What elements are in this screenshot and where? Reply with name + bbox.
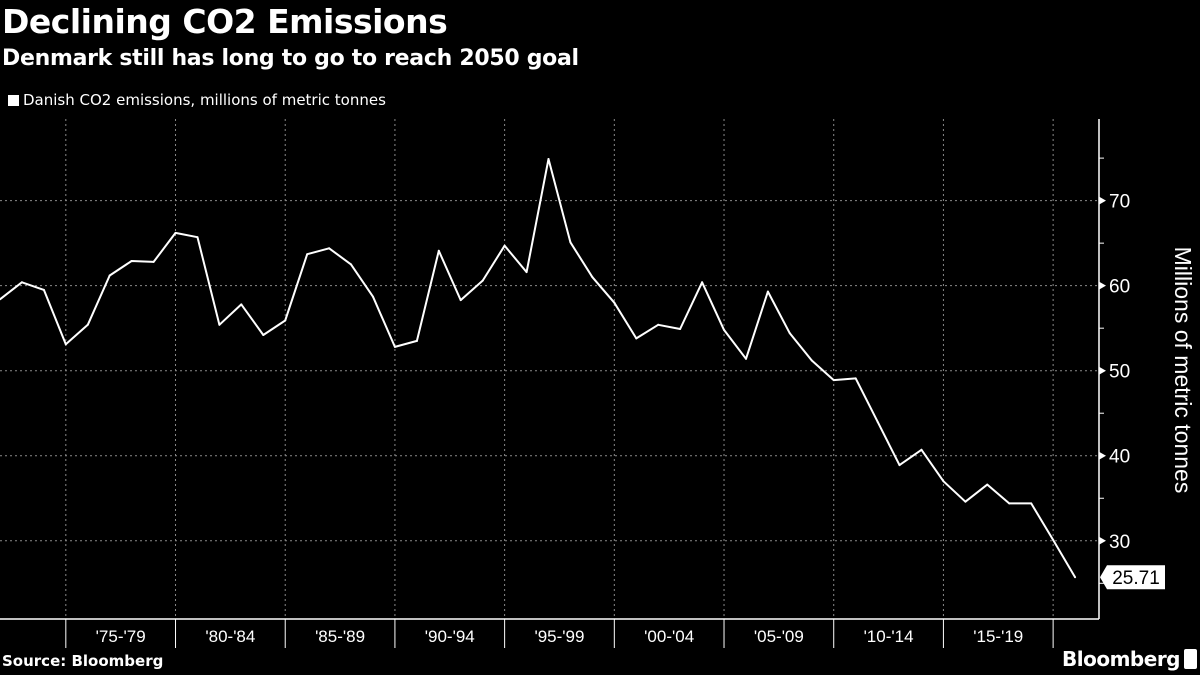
data-point [415, 339, 418, 342]
data-point [459, 299, 462, 302]
data-point [306, 253, 309, 256]
data-point [854, 377, 857, 380]
data-point [130, 260, 133, 263]
data-point [20, 281, 23, 284]
data-point [898, 464, 901, 467]
data-point [262, 333, 265, 336]
data-point [810, 359, 813, 362]
data-point [240, 303, 243, 306]
legend: Danish CO2 emissions, millions of metric… [8, 91, 386, 109]
data-point [152, 260, 155, 263]
x-tick-label: '95-'99 [534, 627, 584, 646]
data-point [437, 249, 440, 252]
data-point [1074, 576, 1077, 579]
data-point [942, 480, 945, 483]
x-tick-label: '90-'94 [425, 627, 475, 646]
last-value-label: 25.71 [1112, 568, 1160, 589]
data-point [284, 319, 287, 322]
data-point [788, 332, 791, 335]
data-point [701, 281, 704, 284]
data-point [1008, 502, 1011, 505]
data-point [42, 288, 45, 291]
data-point [876, 420, 879, 423]
data-point [350, 263, 353, 266]
legend-swatch [8, 94, 19, 106]
data-point [64, 343, 67, 346]
x-tick-label: '85-'89 [315, 627, 365, 646]
data-point [723, 328, 726, 331]
y-axis-label: Millions of metric tonnes [1170, 247, 1196, 494]
data-point [1030, 502, 1033, 505]
data-point [393, 345, 396, 348]
data-point [920, 448, 923, 451]
data-point [591, 276, 594, 279]
data-point [174, 231, 177, 234]
data-point [613, 301, 616, 304]
x-tick-label: '00-'04 [644, 627, 694, 646]
y-tick-mark [1099, 366, 1106, 375]
y-tick-mark [1099, 196, 1106, 205]
x-tick-label: '75-'79 [96, 627, 146, 646]
data-point [657, 323, 660, 326]
data-point [503, 244, 506, 247]
x-tick-label: '10-'14 [864, 627, 914, 646]
data-point [481, 279, 484, 282]
data-point [0, 298, 1, 301]
y-tick-mark [1099, 451, 1106, 460]
bloomberg-icon [1184, 649, 1197, 669]
x-tick-label: '15-'19 [973, 627, 1023, 646]
y-tick-mark [1099, 536, 1106, 545]
x-tick-label: '80-'84 [205, 627, 255, 646]
source-note: Source: Bloomberg [2, 652, 164, 670]
y-tick-label: 60 [1109, 277, 1130, 298]
y-tick-label: 50 [1109, 362, 1130, 383]
series-line [0, 158, 1076, 578]
data-point [679, 328, 682, 331]
data-point [328, 247, 331, 250]
y-tick-label: 70 [1109, 192, 1130, 213]
data-point [196, 236, 199, 239]
brand-logo: Bloomberg [1062, 647, 1180, 671]
y-tick-mark [1099, 281, 1106, 290]
data-point [1052, 538, 1055, 541]
data-point [525, 271, 528, 274]
data-point [569, 241, 572, 244]
data-point [832, 379, 835, 382]
data-point [108, 274, 111, 277]
y-tick-label: 30 [1109, 532, 1130, 553]
legend-label: Danish CO2 emissions, millions of metric… [23, 91, 386, 109]
last-value-badge [1100, 565, 1165, 590]
data-point [986, 483, 989, 486]
chart-subtitle: Denmark still has long to go to reach 20… [2, 46, 579, 71]
data-point [744, 357, 747, 360]
data-point [86, 323, 89, 326]
y-tick-label: 40 [1109, 447, 1130, 468]
data-point [635, 337, 638, 340]
data-point [547, 157, 550, 160]
data-point [766, 290, 769, 293]
data-point [218, 323, 221, 326]
data-point [371, 295, 374, 298]
x-tick-label: '05-'09 [754, 627, 804, 646]
chart-title: Declining CO2 Emissions [2, 2, 448, 41]
data-point [964, 500, 967, 503]
